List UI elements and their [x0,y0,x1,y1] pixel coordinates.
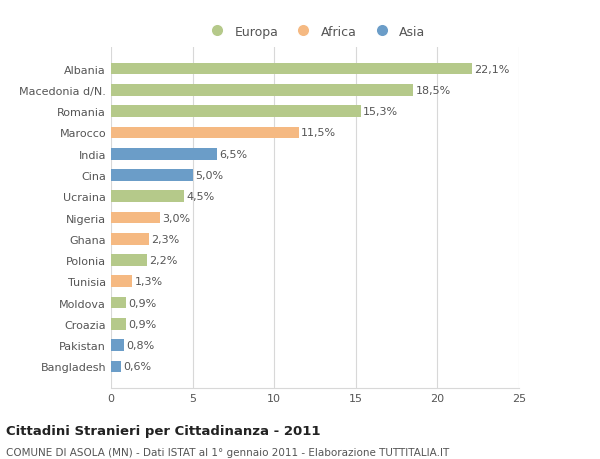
Text: 4,5%: 4,5% [187,192,215,202]
Text: 22,1%: 22,1% [474,64,509,74]
Text: 11,5%: 11,5% [301,128,336,138]
Text: 1,3%: 1,3% [134,277,163,287]
Text: 2,3%: 2,3% [151,234,179,244]
Text: 5,0%: 5,0% [195,171,223,180]
Bar [111,318,125,330]
Text: 15,3%: 15,3% [363,107,398,117]
Text: 0,9%: 0,9% [128,319,157,329]
Bar [111,361,121,372]
Text: 0,8%: 0,8% [127,341,155,350]
Bar [111,106,361,118]
Bar [111,127,299,139]
Bar [111,64,472,75]
Text: Cittadini Stranieri per Cittadinanza - 2011: Cittadini Stranieri per Cittadinanza - 2… [6,425,320,437]
Bar [111,85,413,96]
Text: 3,0%: 3,0% [163,213,191,223]
Text: 0,6%: 0,6% [123,362,151,372]
Bar [111,149,217,160]
Legend: Europa, Africa, Asia: Europa, Africa, Asia [199,21,431,44]
Text: COMUNE DI ASOLA (MN) - Dati ISTAT al 1° gennaio 2011 - Elaborazione TUTTITALIA.I: COMUNE DI ASOLA (MN) - Dati ISTAT al 1° … [6,448,449,458]
Bar [111,170,193,181]
Bar [111,191,184,202]
Bar [111,276,132,287]
Text: 18,5%: 18,5% [415,86,451,95]
Bar [111,297,125,309]
Bar [111,340,124,351]
Bar [111,234,149,245]
Text: 2,2%: 2,2% [149,256,178,265]
Text: 0,9%: 0,9% [128,298,157,308]
Bar [111,212,160,224]
Bar [111,255,147,266]
Text: 6,5%: 6,5% [220,149,248,159]
